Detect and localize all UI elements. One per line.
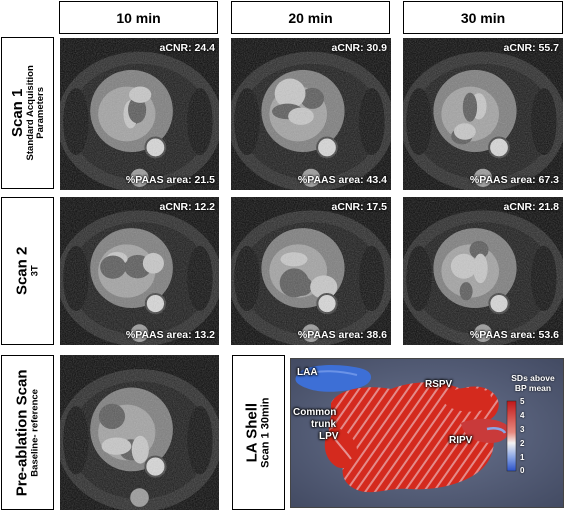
row-subtitle: Scan 1 30min	[259, 397, 272, 468]
row-title: LA Shell	[243, 402, 261, 463]
mri-image	[231, 197, 391, 345]
la-shell-render: LAA RSPV Common trunk LPV RIPV SDs above…	[290, 358, 564, 508]
paas-label: %PAAS area: 43.4	[297, 174, 387, 186]
row-subtitle: Parameters	[34, 87, 46, 139]
mri-scan2-10min: aCNR: 12.2 %PAAS area: 13.2	[60, 197, 219, 345]
row-subtitle: 3T	[29, 265, 41, 277]
paas-label: %PAAS area: 38.6	[297, 329, 387, 341]
paas-label: %PAAS area: 67.3	[469, 174, 559, 186]
column-header-label: 10 min	[116, 9, 161, 26]
mri-image	[231, 38, 391, 190]
colorbar-tick: 5	[520, 397, 525, 406]
colorbar-title-line1: SDs above	[511, 373, 555, 383]
acnr-label: aCNR: 17.5	[331, 201, 387, 213]
mri-scan1-30min: aCNR: 55.7 %PAAS area: 67.3	[403, 38, 563, 190]
shell-label-common: Common	[293, 407, 337, 418]
mri-image	[60, 355, 219, 510]
column-header-30min: 30 min	[403, 1, 563, 34]
acnr-label: aCNR: 21.8	[503, 201, 559, 213]
shell-label-ripv: RIPV	[449, 435, 473, 446]
shell-label-rspv: RSPV	[425, 379, 453, 390]
acnr-label: aCNR: 55.7	[503, 42, 559, 54]
mri-preablation	[60, 355, 219, 510]
paas-label: %PAAS area: 13.2	[125, 329, 215, 341]
shell-label-laa: LAA	[297, 367, 318, 378]
column-header-label: 30 min	[460, 9, 506, 26]
shell-label-lpv: LPV	[319, 431, 339, 442]
mri-image	[403, 197, 563, 345]
la-shell-figure	[291, 359, 563, 507]
colorbar-tick: 0	[520, 466, 525, 475]
paas-label: %PAAS area: 53.6	[469, 329, 559, 341]
acnr-label: aCNR: 12.2	[159, 201, 215, 213]
mri-image	[403, 38, 563, 190]
acnr-label: aCNR: 24.4	[159, 42, 215, 54]
row-label-la-shell: LA Shell Scan 1 30min	[232, 355, 285, 510]
row-title: Scan 1	[8, 88, 26, 138]
mri-scan2-20min: aCNR: 17.5 %PAAS area: 38.6	[231, 197, 391, 345]
colorbar-tick: 1	[520, 453, 525, 462]
row-title: Scan 2	[13, 246, 31, 296]
mri-image	[60, 38, 219, 190]
row-title: Pre-ablation Scan	[13, 369, 31, 496]
colorbar-title: SDs above BP mean	[505, 373, 561, 393]
colorbar-title-line2: BP mean	[514, 383, 552, 393]
row-label-preablation: Pre-ablation Scan Baseline- reference	[1, 355, 54, 510]
mri-scan1-10min: aCNR: 24.4 %PAAS area: 21.5	[60, 38, 219, 190]
column-header-10min: 10 min	[59, 1, 218, 34]
acnr-label: aCNR: 30.9	[331, 42, 387, 54]
row-label-scan1: Scan 1 Standard Acquisition Parameters	[1, 37, 54, 189]
mri-scan1-20min: aCNR: 30.9 %PAAS area: 43.4	[231, 38, 391, 190]
mri-scan2-30min: aCNR: 21.8 %PAAS area: 53.6	[403, 197, 563, 345]
column-header-20min: 20 min	[231, 1, 390, 34]
colorbar-tick: 2	[520, 439, 525, 448]
column-header-label: 20 min	[288, 9, 333, 26]
shell-label-trunk: trunk	[311, 419, 336, 430]
colorbar-tick: 3	[520, 425, 525, 434]
paas-label: %PAAS area: 21.5	[125, 174, 215, 186]
row-subtitle: Baseline- reference	[29, 388, 41, 477]
colorbar-tick: 4	[520, 411, 525, 420]
mri-image	[60, 197, 219, 345]
row-label-scan2: Scan 2 3T	[1, 197, 54, 345]
